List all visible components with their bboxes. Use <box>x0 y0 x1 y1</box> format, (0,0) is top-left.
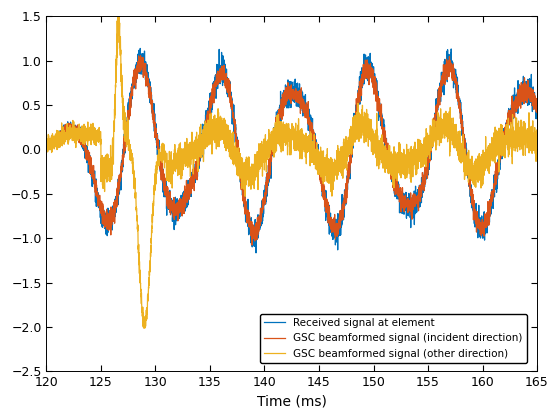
Received signal at element <box>534 111 540 116</box>
GSC beamformed signal (incident direction) <box>249 243 255 248</box>
GSC beamformed signal (incident direction) <box>486 198 493 203</box>
GSC beamformed signal (other direction) <box>486 147 493 152</box>
Received signal at element <box>508 113 515 118</box>
GSC beamformed signal (other direction) <box>231 161 238 166</box>
Received signal at element <box>488 203 495 208</box>
GSC beamformed signal (other direction) <box>43 142 50 147</box>
GSC beamformed signal (incident direction) <box>488 193 495 198</box>
GSC beamformed signal (incident direction) <box>231 120 238 125</box>
Received signal at element <box>231 117 238 122</box>
GSC beamformed signal (incident direction) <box>102 213 109 218</box>
GSC beamformed signal (other direction) <box>102 163 109 168</box>
Received signal at element <box>102 226 109 231</box>
GSC beamformed signal (incident direction) <box>534 107 540 112</box>
GSC beamformed signal (other direction) <box>115 9 122 14</box>
GSC beamformed signal (incident direction) <box>508 113 515 118</box>
Received signal at element <box>43 147 50 152</box>
X-axis label: Time (ms): Time (ms) <box>257 395 326 409</box>
Received signal at element <box>486 210 493 215</box>
Received signal at element <box>253 250 259 255</box>
Received signal at element <box>137 46 143 51</box>
Line: GSC beamformed signal (incident direction): GSC beamformed signal (incident directio… <box>46 56 537 245</box>
GSC beamformed signal (other direction) <box>488 135 495 140</box>
GSC beamformed signal (incident direction) <box>43 147 50 152</box>
Received signal at element <box>350 134 357 139</box>
Line: GSC beamformed signal (other direction): GSC beamformed signal (other direction) <box>46 12 537 328</box>
GSC beamformed signal (incident direction) <box>350 124 357 129</box>
GSC beamformed signal (other direction) <box>534 128 540 133</box>
Line: Received signal at element: Received signal at element <box>46 48 537 253</box>
GSC beamformed signal (other direction) <box>141 326 147 331</box>
GSC beamformed signal (other direction) <box>350 126 357 131</box>
GSC beamformed signal (other direction) <box>508 127 515 132</box>
GSC beamformed signal (incident direction) <box>137 53 144 58</box>
Legend: Received signal at element, GSC beamformed signal (incident direction), GSC beam: Received signal at element, GSC beamform… <box>260 314 527 363</box>
